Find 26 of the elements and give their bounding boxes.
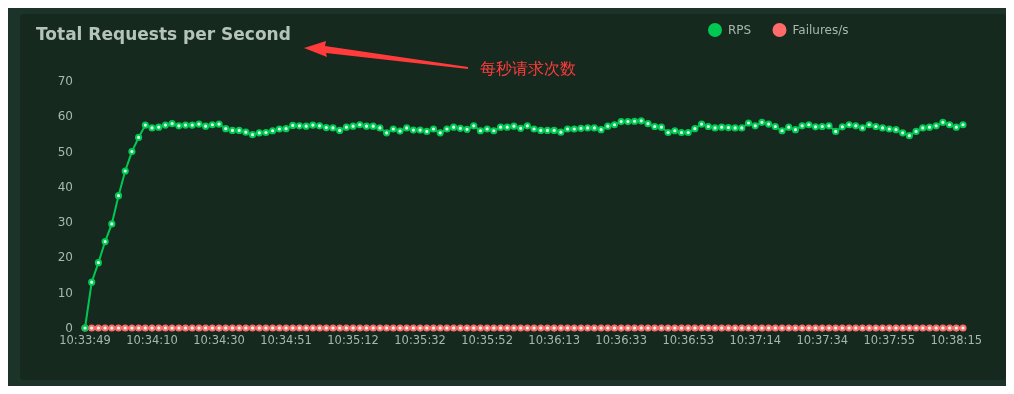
text: 每秒请求次数	[480, 59, 576, 78]
y-tick-label: 10	[57, 285, 73, 300]
x-tick-label: 10:34:30	[193, 333, 245, 347]
x-tick-label: 10:35:52	[461, 333, 513, 347]
x-tick-label: 10:36:33	[595, 333, 648, 347]
y-tick-label: 50	[57, 144, 73, 159]
x-tick-label: 10:34:51	[260, 333, 312, 347]
y-tick-label: 20	[57, 250, 73, 265]
y-tick-label: 70	[57, 74, 73, 88]
x-tick-label: 10:37:14	[729, 333, 782, 347]
x-tick-label: 10:37:55	[863, 333, 916, 347]
y-tick-label: 30	[57, 215, 73, 230]
chart-title: Total Requests per Second	[36, 24, 291, 44]
x-tick-label: 10:37:34	[796, 333, 849, 347]
y-tick-label: 60	[57, 109, 73, 124]
y-tick-label: 40	[57, 179, 73, 194]
x-tick-label: 10:38:15	[930, 333, 983, 347]
legend-label: RPS	[728, 23, 752, 37]
legend-label: Failures/s	[792, 23, 849, 37]
x-tick-label: 10:34:10	[126, 333, 178, 347]
x-tick-label: 10:35:12	[327, 333, 379, 347]
x-tick-label: 10:35:32	[394, 333, 446, 347]
y-tick-label: 0	[65, 321, 73, 335]
x-tick-label: 10:36:53	[662, 333, 715, 347]
x-tick-label: 10:33:49	[59, 333, 111, 347]
x-tick-label: 10:36:13	[528, 333, 580, 347]
